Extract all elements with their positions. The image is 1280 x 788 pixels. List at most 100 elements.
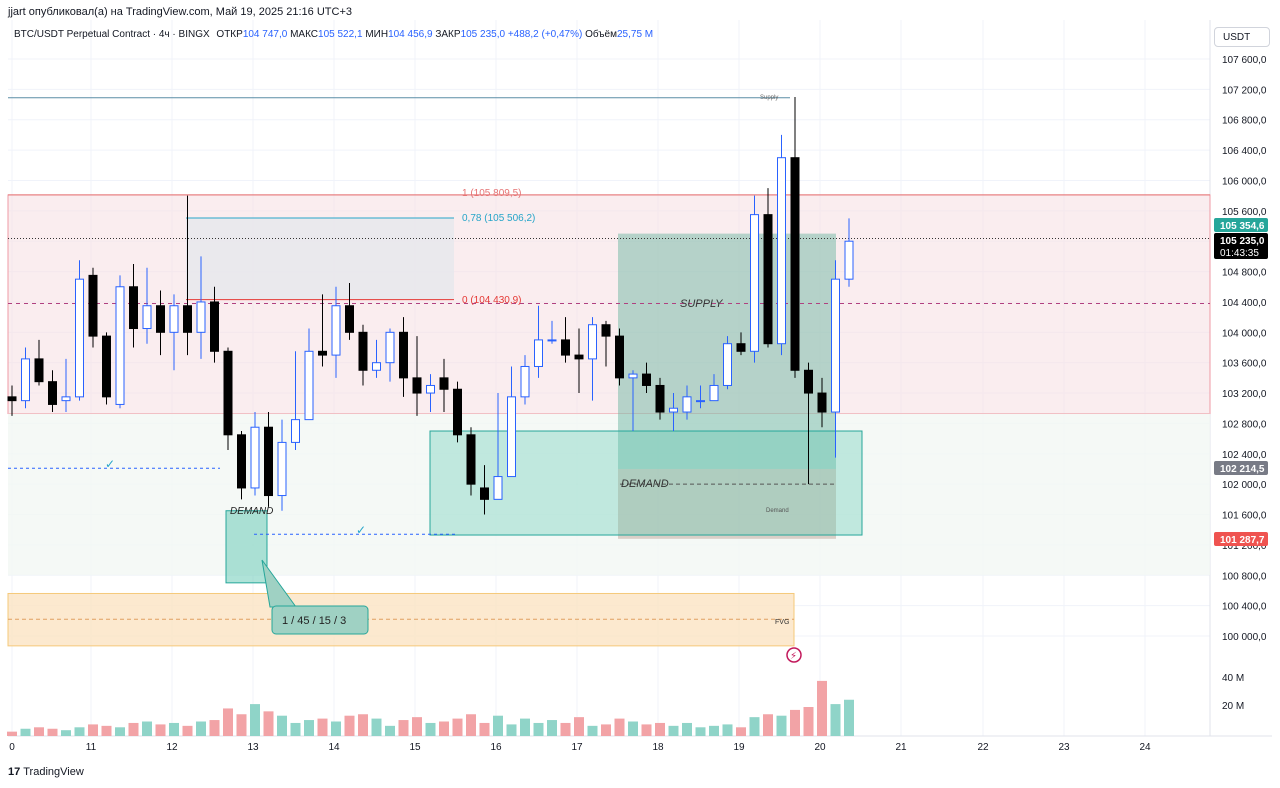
y-tick-label: 101 600,0: [1222, 511, 1267, 522]
volume-bar: [385, 725, 395, 736]
y-tick-label: 100 800,0: [1222, 571, 1267, 582]
candle-body: [142, 305, 152, 330]
y-tick-label: 106 800,0: [1222, 116, 1267, 127]
open-label: ОТКР: [216, 29, 243, 40]
x-tick-label: 15: [409, 742, 421, 753]
candle-body: [696, 400, 705, 403]
publisher-info: jjart опубликовал(а) на TradingView.com,…: [8, 6, 352, 18]
marker-price-label: 102 214,5: [1220, 464, 1265, 475]
open-value: 104 747,0: [242, 29, 288, 40]
candle-body: [399, 331, 408, 379]
demand-brown-box: [618, 468, 836, 539]
close-value: 105 235,0: [460, 29, 506, 40]
volume-bar: [844, 699, 854, 736]
volume-bar: [803, 707, 814, 736]
volume-tick-label: 40 M: [1222, 673, 1244, 684]
volume-bar: [34, 727, 44, 736]
candle-body: [264, 426, 273, 497]
candle-body: [642, 373, 651, 386]
low-box-price-label: 101 287,7: [1220, 535, 1265, 546]
volume-bar: [61, 730, 71, 736]
symbol-label[interactable]: BTC/USDT Perpetual Contract · 4ч · BINGX: [14, 29, 210, 40]
candle-body: [588, 324, 597, 360]
box-top-price-label-bg: [1214, 218, 1268, 232]
volume-bar: [425, 722, 436, 736]
y-tick-label: 100 000,0: [1222, 632, 1267, 643]
tradingview-footer[interactable]: 17 TradingView: [8, 766, 84, 778]
volume-value: 25,75 M: [617, 29, 654, 40]
candle-body: [763, 214, 773, 345]
candle-body: [831, 278, 840, 413]
fib-label: 0,78 (105 506,2): [462, 213, 535, 224]
volume-bar: [20, 728, 31, 736]
candle-body: [156, 305, 165, 333]
volume-bar: [466, 714, 476, 736]
candle-body: [223, 350, 233, 436]
lightning-icon: [786, 647, 802, 663]
x-tick-label: 14: [328, 742, 340, 753]
volume-bar: [628, 721, 638, 736]
y-tick-label: 101 200,0: [1222, 541, 1267, 552]
supply-box-label: SUPPLY: [680, 298, 723, 310]
y-tick-label: 107 200,0: [1222, 85, 1267, 96]
x-tick-label: 13: [247, 742, 259, 753]
candle-body: [48, 381, 57, 405]
high-label: МАКС: [290, 29, 319, 40]
volume-bar: [641, 724, 652, 736]
candle-body: [237, 434, 246, 489]
candle-body: [561, 339, 570, 356]
candle-body: [615, 335, 624, 379]
marker-price-label-bg: [1214, 461, 1268, 475]
candle-body: [682, 396, 692, 413]
candle-body: [372, 362, 381, 371]
volume-bar: [398, 720, 409, 736]
volume-bar: [776, 715, 787, 736]
high-value: 105 522,1: [318, 29, 363, 40]
volume-bar: [263, 711, 274, 736]
candle-body: [385, 331, 395, 364]
x-tick-label: 12: [166, 742, 178, 753]
demand-background-zone: [8, 413, 1210, 576]
y-tick-label: 103 600,0: [1222, 359, 1267, 370]
volume-bar: [547, 720, 557, 736]
volume-bar: [695, 727, 706, 736]
y-tick-label: 104 000,0: [1222, 328, 1267, 339]
candle-body: [277, 441, 287, 497]
y-tick-label: 100 400,0: [1222, 602, 1267, 613]
candle-body: [480, 487, 489, 500]
candle-body: [88, 274, 98, 337]
candle-body: [331, 305, 341, 356]
candle-body: [655, 384, 665, 413]
volume-bar: [439, 721, 449, 736]
x-tick-label: 23: [1058, 742, 1070, 753]
y-tick-label: 102 800,0: [1222, 419, 1267, 430]
callout-box: [271, 605, 369, 635]
volume-bar: [88, 724, 98, 736]
volume-bar: [560, 722, 571, 736]
fvg-label: FVG: [775, 619, 789, 626]
volume-bar: [682, 722, 692, 736]
candle-body: [169, 305, 179, 333]
volume-label: Объём: [585, 29, 617, 40]
candle-body: [790, 157, 800, 371]
y-tick-label: 107 600,0: [1222, 55, 1267, 66]
volume-bar: [236, 714, 247, 736]
volume-bar: [817, 680, 827, 736]
candle-body: [21, 358, 30, 402]
y-tick-label: 102 000,0: [1222, 480, 1267, 491]
currency-button[interactable]: USDT: [1214, 27, 1270, 47]
volume-bar: [169, 722, 179, 736]
candle-body: [750, 214, 759, 352]
ohlc-legend: BTC/USDT Perpetual Contract · 4ч · BINGX…: [14, 29, 653, 40]
x-tick-label: 24: [1139, 742, 1151, 753]
candle-body: [34, 358, 44, 383]
candle-body: [520, 365, 530, 398]
demand-tiny-label: Demand: [766, 508, 789, 514]
volume-bar: [74, 727, 85, 736]
candle-body: [210, 301, 219, 352]
candle-body: [412, 377, 422, 394]
callout-text: 1 / 45 / 15 / 3: [282, 615, 346, 627]
candle-body: [358, 331, 368, 371]
candle-body: [196, 301, 206, 333]
